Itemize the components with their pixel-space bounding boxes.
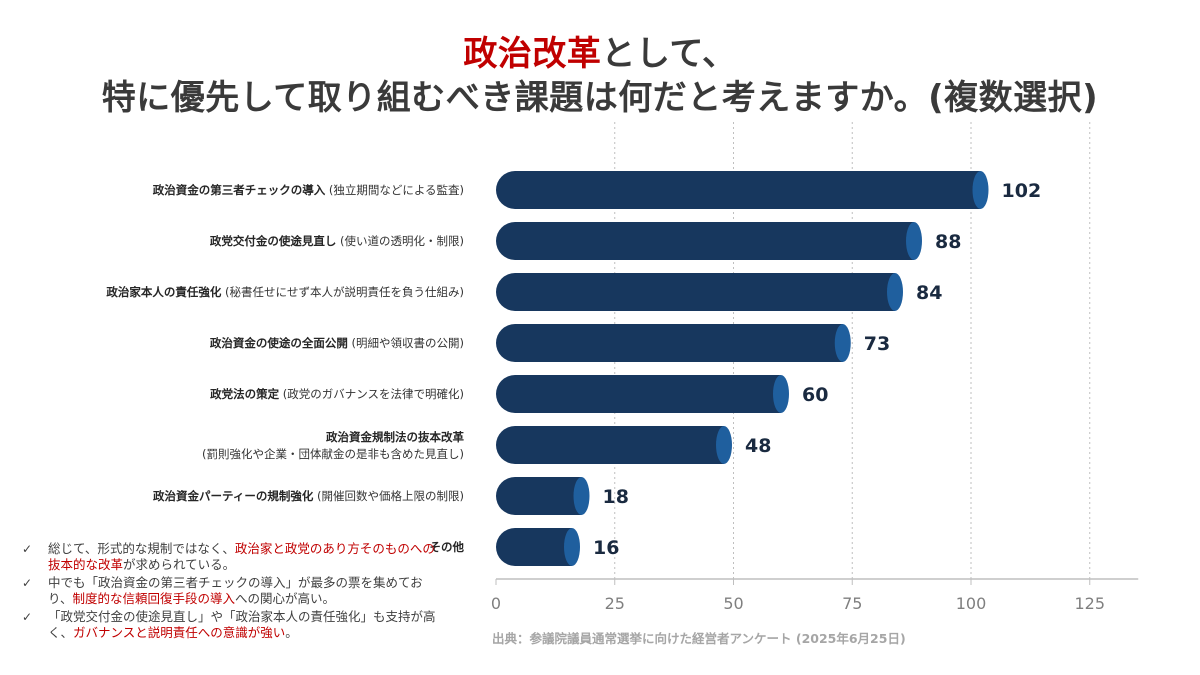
check-icon: ✓ bbox=[22, 576, 33, 590]
x-tick-label: 25 bbox=[605, 594, 625, 613]
bar bbox=[496, 375, 781, 413]
note-text: 「政党交付金の使途見直し」や「政治家本人の責任強化」も支持が高く、ガバナンスと説… bbox=[48, 609, 442, 641]
category-label-main: 政治資金規制法の抜本改革 bbox=[326, 430, 464, 444]
bar bbox=[496, 528, 572, 566]
value-label: 16 bbox=[593, 537, 619, 559]
x-tick-label: 75 bbox=[842, 594, 862, 613]
category-label-sub: (使い道の透明化・制限) bbox=[336, 234, 464, 248]
note-segment: 総じて、形式的な規制ではなく、 bbox=[48, 541, 235, 556]
category-label-sub: (政党のガバナンスを法律で明確化) bbox=[279, 387, 464, 401]
title-line-2: 特に優先して取り組むべき課題は何だと考えますか。(複数選択) bbox=[101, 78, 1099, 118]
category-label-main: 政党法の策定 bbox=[210, 387, 279, 401]
bar-cap bbox=[887, 273, 903, 311]
category-label-main: その他 bbox=[430, 540, 465, 554]
check-icon: ✓ bbox=[22, 542, 33, 556]
bar bbox=[496, 273, 895, 311]
note-highlight: ガバナンスと説明責任への意識が強い bbox=[73, 625, 286, 640]
bar bbox=[496, 171, 981, 209]
category-label-sub: (独立期間などによる監査) bbox=[325, 183, 464, 197]
note-segment: 中でも「政治資金の第三者チェックの導入」が最多の票を集めており、 bbox=[48, 575, 423, 606]
category-label-main: 政党交付金の使途見直し bbox=[210, 234, 337, 248]
category-label-sub: (明細や領収書の公開) bbox=[348, 336, 464, 350]
category-label: 政治家本人の責任強化 (秘書任せにせず本人が説明責任を負う仕組み) bbox=[106, 285, 464, 299]
note-highlight: 政治家と政党のあり方そのものへの抜本的な改革 bbox=[48, 541, 435, 572]
bar bbox=[496, 426, 724, 464]
bar-cap bbox=[972, 171, 989, 209]
category-label: 政党交付金の使途見直し (使い道の透明化・制限) bbox=[210, 234, 464, 248]
note-segment: が求められている。 bbox=[123, 557, 236, 572]
note-text: 中でも「政治資金の第三者チェックの導入」が最多の票を集めており、制度的な信頼回復… bbox=[48, 575, 442, 607]
title-accent: 政治改革 bbox=[463, 34, 602, 74]
value-label: 88 bbox=[935, 231, 961, 253]
note-item: ✓ 「政党交付金の使途見直し」や「政治家本人の責任強化」も支持が高く、ガバナンスと… bbox=[22, 609, 442, 641]
chart-title: 政治改革として、 特に優先して取り組むべき課題は何だと考えますか。(複数選択) bbox=[0, 32, 1200, 120]
value-label: 18 bbox=[603, 486, 629, 508]
bar-cap bbox=[906, 222, 922, 260]
x-tick-label: 100 bbox=[956, 594, 987, 613]
note-segment: への関心が高い。 bbox=[235, 591, 336, 606]
value-label: 84 bbox=[916, 282, 942, 304]
category-label: 政治資金パーティーの規制強化 (開催回数や価格上限の制限) bbox=[153, 489, 464, 503]
category-label: 政治資金の使途の全面公開 (明細や領収書の公開) bbox=[210, 336, 464, 350]
bar-cap bbox=[716, 426, 732, 464]
value-label: 102 bbox=[1002, 180, 1042, 202]
summary-notes: ✓ 総じて、形式的な規制ではなく、政治家と政党のあり方そのものへの抜本的な改革が求… bbox=[22, 541, 442, 643]
check-icon: ✓ bbox=[22, 610, 33, 624]
note-text: 総じて、形式的な規制ではなく、政治家と政党のあり方そのものへの抜本的な改革が求め… bbox=[48, 541, 442, 573]
bar bbox=[496, 477, 582, 515]
note-segment: 「政党交付金の使途見直し」や「政治家本人の責任強化」も支持が高く、 bbox=[48, 609, 436, 640]
category-label-main: 政治家本人の責任強化 bbox=[106, 285, 221, 299]
bar bbox=[496, 222, 914, 260]
bar-cap bbox=[564, 528, 580, 566]
category-label: 政党法の策定 (政党のガバナンスを法律で明確化) bbox=[210, 387, 464, 401]
bar-cap bbox=[573, 477, 590, 515]
category-label-main: 政治資金パーティーの規制強化 bbox=[153, 489, 314, 503]
x-tick-label: 0 bbox=[491, 594, 501, 613]
category-label-main: 政治資金の第三者チェックの導入 bbox=[153, 183, 326, 197]
note-highlight: 制度的な信頼回復手段の導入 bbox=[72, 591, 236, 606]
category-label-sub: (罰則強化や企業・団体献金の是非も含めた見直し) bbox=[202, 447, 464, 461]
note-segment: 。 bbox=[285, 625, 298, 640]
bar bbox=[496, 324, 843, 362]
category-label-main: 政治資金の使途の全面公開 bbox=[210, 336, 348, 350]
x-tick-label: 125 bbox=[1074, 594, 1105, 613]
category-label-sub: (開催回数や価格上限の制限) bbox=[313, 489, 464, 503]
bar-cap bbox=[834, 324, 851, 362]
category-label-sub: (秘書任せにせず本人が説明責任を負う仕組み) bbox=[221, 285, 464, 299]
title-line-1-rest: として、 bbox=[601, 34, 737, 74]
value-label: 73 bbox=[864, 333, 890, 355]
title-line-1: 政治改革として、 bbox=[0, 32, 1200, 76]
value-label: 60 bbox=[802, 384, 828, 406]
value-label: 48 bbox=[745, 435, 771, 457]
x-tick-label: 50 bbox=[723, 594, 743, 613]
note-item: ✓ 総じて、形式的な規制ではなく、政治家と政党のあり方そのものへの抜本的な改革が求… bbox=[22, 541, 442, 573]
note-item: ✓ 中でも「政治資金の第三者チェックの導入」が最多の票を集めており、制度的な信頼回… bbox=[22, 575, 442, 607]
source-note: 出典：参議院議員通常選挙に向けた経営者アンケート (2025年6月25日) bbox=[492, 631, 906, 646]
category-label: その他 bbox=[430, 540, 465, 554]
category-label: 政治資金の第三者チェックの導入 (独立期間などによる監査) bbox=[153, 183, 464, 197]
bar-cap bbox=[773, 375, 789, 413]
